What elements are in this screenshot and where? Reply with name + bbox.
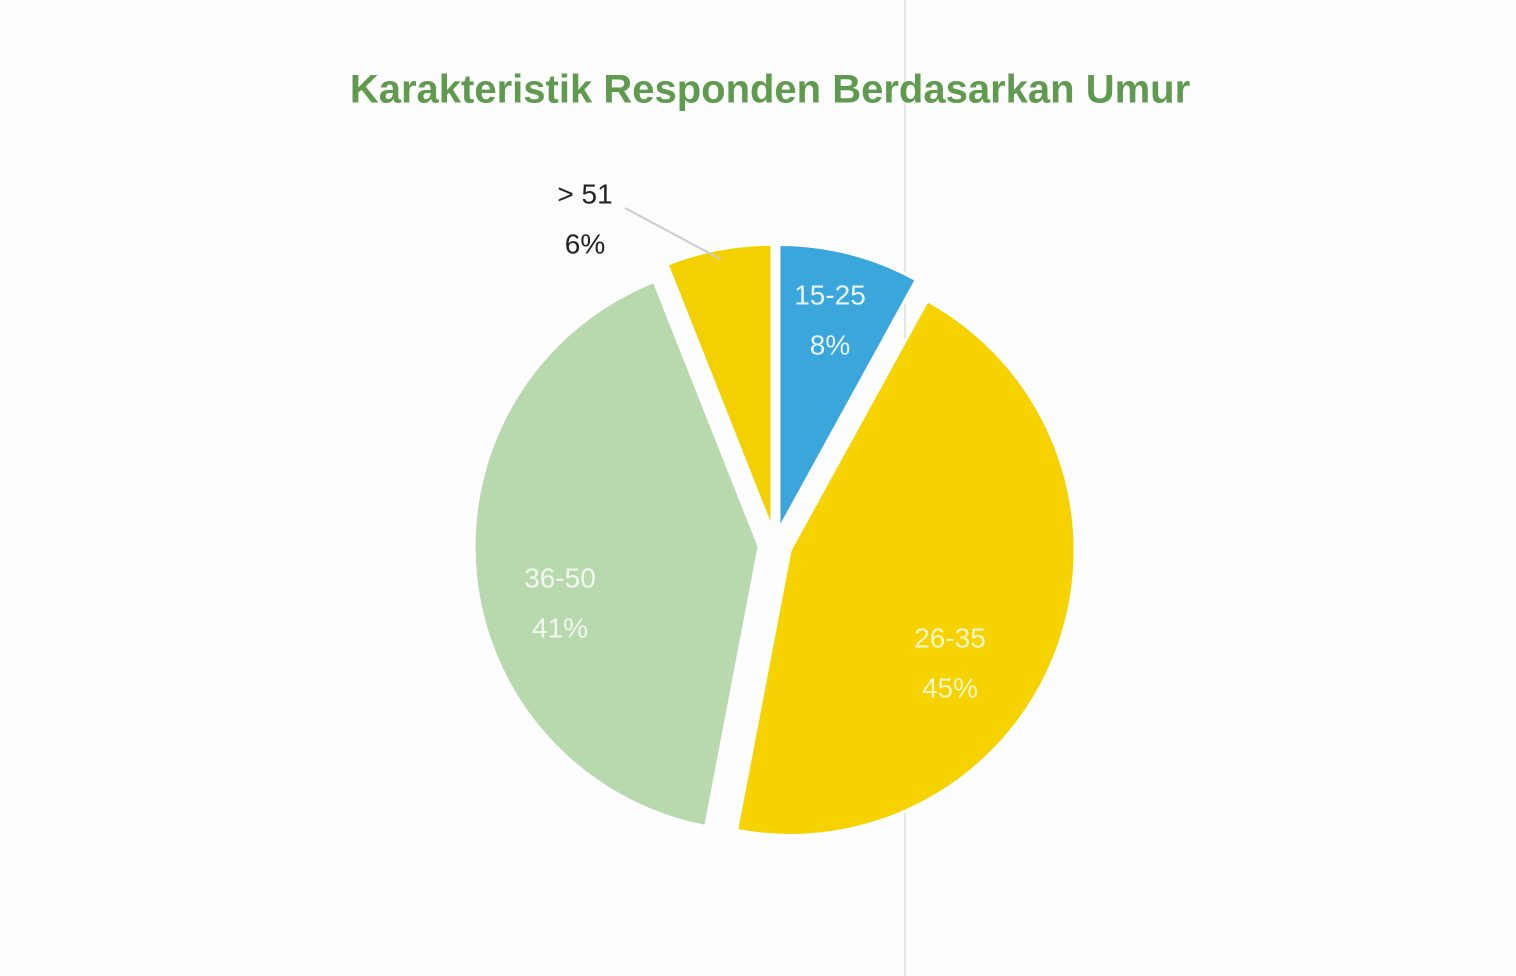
slice-category-label: 36-50: [524, 562, 596, 593]
slice-category-label: 15-25: [794, 279, 866, 310]
pie-slice: [665, 242, 774, 530]
slice-value-label: 8%: [810, 329, 850, 360]
leader-line: [624, 207, 721, 261]
pie-slice: [472, 279, 761, 829]
slice-value-label: 45%: [922, 672, 978, 703]
chart-title: Karakteristik Responden Berdasarkan Umur: [350, 68, 1190, 112]
slice-category-label: 26-35: [914, 622, 986, 653]
slice-value-label: 6%: [565, 228, 605, 259]
slice-category-label: > 51: [557, 178, 612, 209]
pie-slice: [777, 243, 919, 531]
pie-slice: [734, 298, 1077, 837]
slice-value-label: 41%: [532, 612, 588, 643]
